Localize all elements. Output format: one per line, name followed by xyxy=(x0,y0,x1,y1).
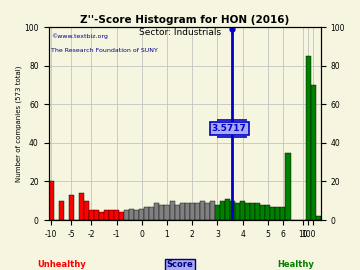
Bar xyxy=(190,203,195,220)
Text: Sector: Industrials: Sector: Industrials xyxy=(139,28,221,37)
Text: 3.5717: 3.5717 xyxy=(212,124,247,133)
Bar xyxy=(175,205,180,220)
Y-axis label: Number of companies (573 total): Number of companies (573 total) xyxy=(15,65,22,182)
Bar xyxy=(84,201,89,220)
Bar xyxy=(195,203,200,220)
Bar xyxy=(311,85,316,220)
Bar xyxy=(89,210,94,220)
Bar xyxy=(49,181,54,220)
Text: The Research Foundation of SUNY: The Research Foundation of SUNY xyxy=(51,48,158,53)
Bar xyxy=(69,195,74,220)
Text: ©www.textbiz.org: ©www.textbiz.org xyxy=(51,33,108,39)
Bar xyxy=(285,153,291,220)
Bar xyxy=(235,203,240,220)
Bar xyxy=(124,210,129,220)
Bar xyxy=(200,201,205,220)
Text: Score: Score xyxy=(167,260,193,269)
Text: Healthy: Healthy xyxy=(277,260,314,269)
Bar xyxy=(149,207,154,220)
Bar xyxy=(250,203,255,220)
Bar xyxy=(240,201,245,220)
Bar xyxy=(134,210,139,220)
Bar xyxy=(119,212,124,220)
Bar xyxy=(265,205,270,220)
Bar xyxy=(59,201,64,220)
Bar xyxy=(144,207,149,220)
Bar xyxy=(270,207,275,220)
Bar xyxy=(215,205,220,220)
Bar xyxy=(210,201,215,220)
Bar xyxy=(165,205,170,220)
Bar xyxy=(225,199,230,220)
Bar xyxy=(245,203,250,220)
Bar xyxy=(79,193,84,220)
Bar xyxy=(260,205,265,220)
Bar xyxy=(180,203,185,220)
Bar xyxy=(205,203,210,220)
Bar xyxy=(185,203,190,220)
Bar xyxy=(159,205,165,220)
Bar xyxy=(280,207,285,220)
Title: Z''-Score Histogram for HON (2016): Z''-Score Histogram for HON (2016) xyxy=(80,15,289,25)
Bar xyxy=(129,208,134,220)
Bar xyxy=(99,212,104,220)
Bar xyxy=(139,208,144,220)
Bar xyxy=(154,203,159,220)
Bar xyxy=(306,56,311,220)
Bar xyxy=(220,201,225,220)
Bar xyxy=(114,210,119,220)
Bar xyxy=(255,203,260,220)
Bar xyxy=(109,210,114,220)
Bar xyxy=(316,216,321,220)
Bar xyxy=(170,201,175,220)
Text: Unhealthy: Unhealthy xyxy=(37,260,86,269)
Bar xyxy=(94,210,99,220)
Bar xyxy=(104,210,109,220)
Bar xyxy=(230,201,235,220)
Bar xyxy=(275,207,280,220)
